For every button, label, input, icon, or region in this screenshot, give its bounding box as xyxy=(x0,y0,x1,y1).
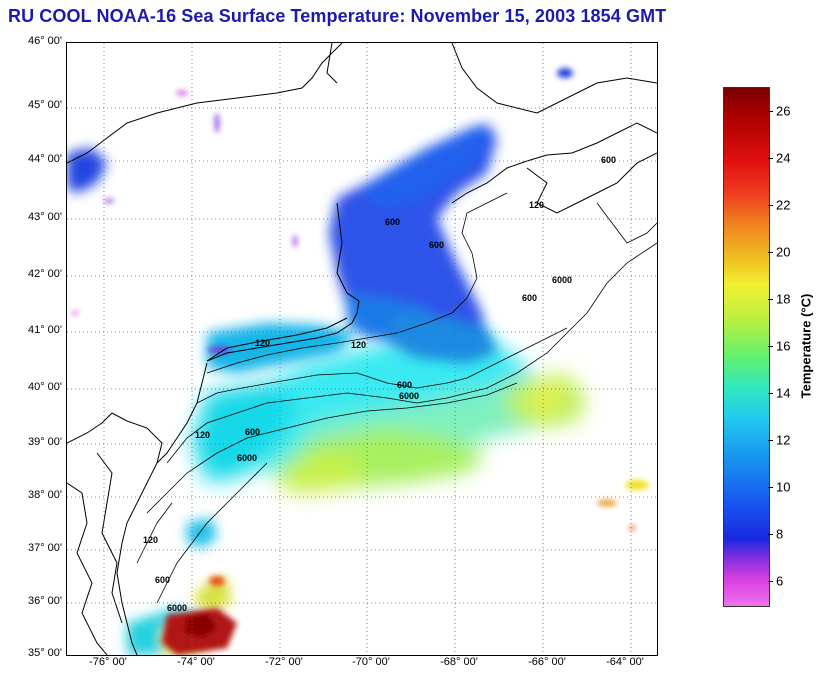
longitude-label: -74° 00' xyxy=(177,656,215,668)
contour-label: 120 xyxy=(255,338,270,348)
latitude-label: 38° 00' xyxy=(27,489,62,501)
contour-label: 600 xyxy=(245,427,260,437)
contour-label: 6000 xyxy=(552,275,572,285)
contour-labels: 120 120 120 120 120 600 600 600 600 600 … xyxy=(143,155,616,613)
contour-label: 600 xyxy=(155,575,170,585)
colorbar-tick-mark xyxy=(768,299,773,300)
colorbar-tick-mark xyxy=(768,581,773,582)
map-canvas: 120 120 120 120 120 600 600 600 600 600 … xyxy=(67,43,657,655)
contour-label: 120 xyxy=(143,535,158,545)
colorbar-tick-label: 8 xyxy=(776,526,784,542)
colorbar-tick-label: 18 xyxy=(776,291,791,307)
longitude-label: -68° 00' xyxy=(440,656,478,668)
contour-label: 6000 xyxy=(237,453,257,463)
latitude-label: 35° 00' xyxy=(27,647,62,659)
colorbar-tick-mark xyxy=(768,534,773,535)
latitude-label: 45° 00' xyxy=(27,99,62,111)
contour-label: 120 xyxy=(351,340,366,350)
depth-contours xyxy=(136,192,657,604)
latitude-label: 41° 00' xyxy=(27,324,62,336)
latitude-label: 39° 00' xyxy=(27,436,62,448)
contour-label: 6000 xyxy=(167,603,187,613)
latitude-label: 40° 00' xyxy=(27,381,62,393)
contour-label: 6000 xyxy=(399,391,419,401)
longitude-label: -76° 00' xyxy=(89,656,127,668)
contour-label: 120 xyxy=(195,430,210,440)
longitude-label: -72° 00' xyxy=(265,656,303,668)
colorbar-gradient xyxy=(724,88,769,606)
temperature-field xyxy=(67,68,649,655)
colorbar-tick-label: 22 xyxy=(776,197,791,213)
latitude-label: 42° 00' xyxy=(27,268,62,280)
colorbar-tick-mark xyxy=(768,158,773,159)
contour-label: 120 xyxy=(529,200,544,210)
colorbar-tick-mark xyxy=(768,205,773,206)
contour-label: 600 xyxy=(429,240,444,250)
latitude-label: 46° 00' xyxy=(27,35,62,47)
colorbar-label: Temperature (°C) xyxy=(798,293,814,399)
coastlines xyxy=(67,43,657,655)
longitude-label: -66° 00' xyxy=(528,656,566,668)
colorbar xyxy=(723,87,770,607)
latitude-label: 37° 00' xyxy=(27,542,62,554)
latitude-label: 43° 00' xyxy=(27,211,62,223)
colorbar-tick-label: 14 xyxy=(776,385,791,401)
colorbar-tick-label: 12 xyxy=(776,432,791,448)
longitude-label: -64° 00' xyxy=(606,656,644,668)
map-title: RU COOL NOAA-16 Sea Surface Temperature:… xyxy=(8,6,667,26)
colorbar-tick-mark xyxy=(768,346,773,347)
colorbar-tick-label: 24 xyxy=(776,150,791,166)
sst-map: 120 120 120 120 120 600 600 600 600 600 … xyxy=(66,42,658,656)
colorbar-tick-mark xyxy=(768,111,773,112)
latitude-label: 44° 00' xyxy=(27,153,62,165)
colorbar-tick-mark xyxy=(768,252,773,253)
colorbar-tick-mark xyxy=(768,487,773,488)
colorbar-tick-label: 26 xyxy=(776,103,791,119)
contour-label: 600 xyxy=(522,293,537,303)
contour-label: 600 xyxy=(385,217,400,227)
colorbar-tick-mark xyxy=(768,440,773,441)
colorbar-tick-label: 6 xyxy=(776,573,784,589)
colorbar-tick-mark xyxy=(768,393,773,394)
colorbar-tick-label: 16 xyxy=(776,338,791,354)
longitude-label: -70° 00' xyxy=(352,656,390,668)
colorbar-tick-label: 10 xyxy=(776,479,791,495)
colorbar-tick-label: 20 xyxy=(776,244,791,260)
latitude-label: 36° 00' xyxy=(27,595,62,607)
contour-label: 600 xyxy=(601,155,616,165)
contour-label: 600 xyxy=(397,380,412,390)
